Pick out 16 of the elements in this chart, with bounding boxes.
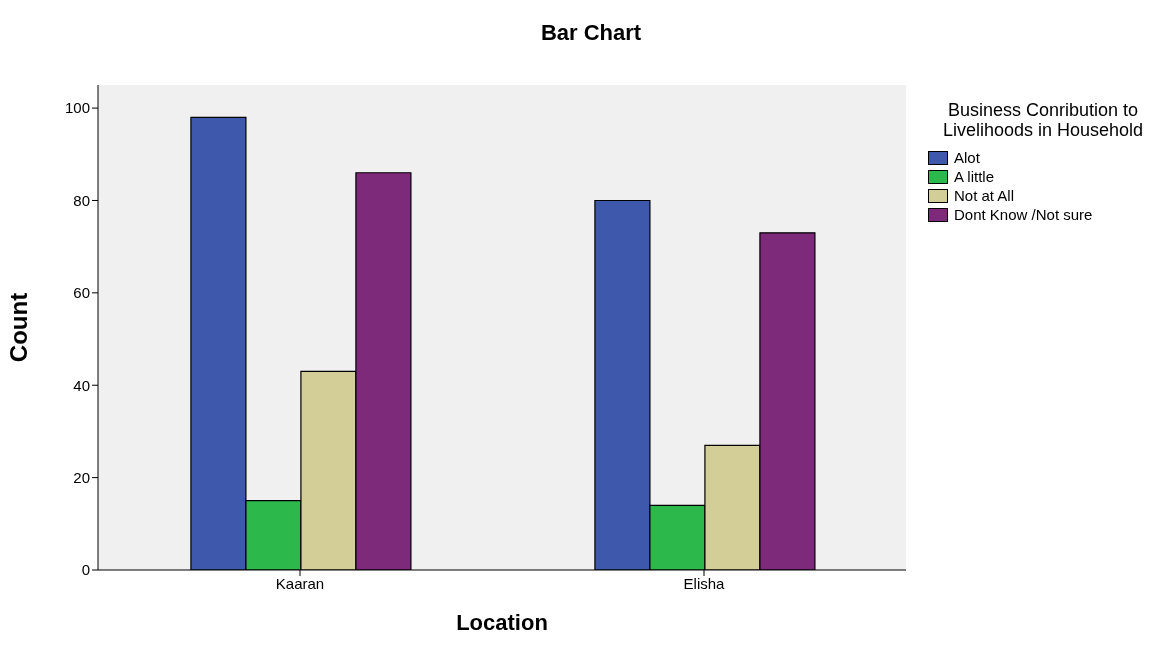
legend-label: Alot — [954, 149, 980, 166]
x-axis-title: Location — [456, 610, 548, 635]
x-tick-label: Elisha — [683, 574, 726, 592]
y-tick-label: 60 — [73, 284, 90, 302]
y-tick-label: 20 — [73, 468, 90, 486]
x-tick-label: Kaaran — [275, 574, 325, 592]
y-tick-label: 80 — [73, 191, 90, 209]
y-tick-label: 0 — [81, 561, 90, 579]
legend-label: Not at All — [954, 187, 1015, 204]
chart-title: Bar Chart — [539, 20, 643, 46]
legend-title: Business Conribution to Livelihoods in Household — [941, 100, 1145, 140]
y-axis-title: Count — [4, 292, 32, 363]
y-tick-label: 40 — [73, 376, 90, 394]
legend-label: Dont Know /Not sure — [954, 206, 1093, 223]
y-tick-label: 100 — [64, 99, 90, 117]
legend-label: A little — [954, 168, 995, 185]
